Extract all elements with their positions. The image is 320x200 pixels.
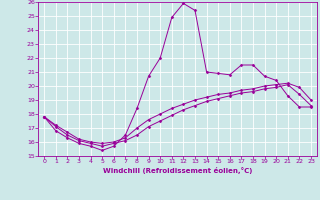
X-axis label: Windchill (Refroidissement éolien,°C): Windchill (Refroidissement éolien,°C)	[103, 167, 252, 174]
